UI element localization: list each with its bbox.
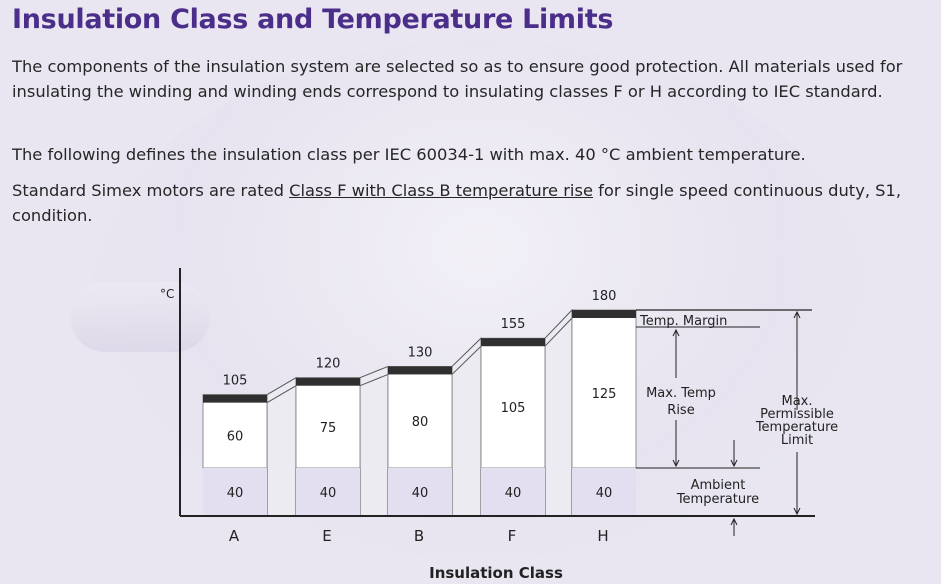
rise-arrow-down-head [672, 459, 680, 468]
max-permissible-label: Temperature [755, 420, 838, 435]
bar-ambient [388, 468, 452, 516]
bar-total-label: 155 [501, 317, 526, 332]
connector-line [266, 385, 297, 404]
y-axis-label: °C [160, 287, 174, 301]
max-temp-rise-label: Rise [667, 403, 694, 418]
connector-ramp [451, 337, 482, 517]
x-tick-label: B [414, 527, 424, 545]
x-tick-label: F [508, 527, 517, 545]
bar-ambient-label: 40 [227, 486, 244, 501]
connector-line [544, 317, 573, 347]
rise-arrow-up-head [672, 328, 680, 337]
max-permissible-label: Max. [781, 394, 812, 409]
connector-line [359, 373, 389, 387]
paragraph-simex-rating: Standard Simex motors are rated Class F … [12, 178, 932, 228]
rating-text-post: for single speed continuous duty, S1, co… [12, 181, 902, 225]
rating-text-pre: Standard Simex motors are rated [12, 181, 290, 200]
paragraph-insulation-system: The components of the insulation system … [12, 57, 903, 101]
bar-total-label: 120 [316, 357, 341, 372]
bar-temp-margin [572, 310, 636, 318]
x-tick-label: E [322, 527, 331, 545]
bar-total-label: 130 [408, 345, 433, 360]
page-title: Insulation Class and Temperature Limits [12, 4, 614, 35]
bar-rise-label: 60 [227, 429, 244, 444]
bar-ambient-label: 40 [320, 486, 337, 501]
motor-shaft-image [70, 282, 210, 352]
x-tick-label: A [229, 527, 240, 545]
bar-ambient-label: 40 [596, 486, 613, 501]
connector-line [451, 345, 482, 375]
bar-temp-margin [203, 394, 267, 403]
bar-temp-rise [571, 309, 637, 469]
bar-rise-label: 125 [592, 387, 617, 402]
bar-temp-margin [296, 377, 360, 386]
bar-total-label: 180 [592, 289, 617, 304]
max-permissible-label: Limit [781, 433, 813, 448]
bar-ambient [203, 468, 267, 516]
bar-temp-margin [481, 338, 545, 347]
temp-margin-label: Temp. Margin [639, 314, 727, 329]
ambient-arrow-up-head [730, 517, 738, 526]
connector-ramp [544, 308, 573, 517]
bar-temp-margin [388, 366, 452, 375]
rating-class-link: Class F with Class B temperature rise [289, 181, 593, 200]
max-permissible-label: Permissible [760, 407, 834, 422]
ambient-label: Temperature [676, 492, 759, 507]
max-temp-rise-label: Max. Temp [646, 386, 716, 401]
bar-rise-label: 75 [320, 421, 337, 436]
limit-arrow-down-head [793, 507, 801, 516]
bar-ambient [481, 468, 545, 516]
bar-ambient-label: 40 [412, 486, 429, 501]
bar-rise-label: 105 [501, 401, 526, 416]
bar-temp-rise [295, 377, 361, 469]
bar-total-label: 105 [223, 374, 248, 389]
limit-arrow-up-head [793, 310, 801, 319]
x-axis-label: Insulation Class [429, 564, 563, 582]
paragraph-iec-definition: The following defines the insulation cla… [12, 145, 806, 164]
bar-ambient-label: 40 [505, 486, 522, 501]
ambient-arrow-down-head [730, 459, 738, 468]
bar-temp-rise [387, 366, 453, 469]
bar-ambient [296, 468, 360, 516]
connector-ramp [266, 376, 297, 517]
connector-ramp [359, 365, 389, 517]
x-tick-label: H [597, 527, 608, 545]
bar-rise-label: 80 [412, 415, 429, 430]
bar-ambient [572, 468, 636, 516]
ambient-label: Ambient [691, 478, 746, 493]
